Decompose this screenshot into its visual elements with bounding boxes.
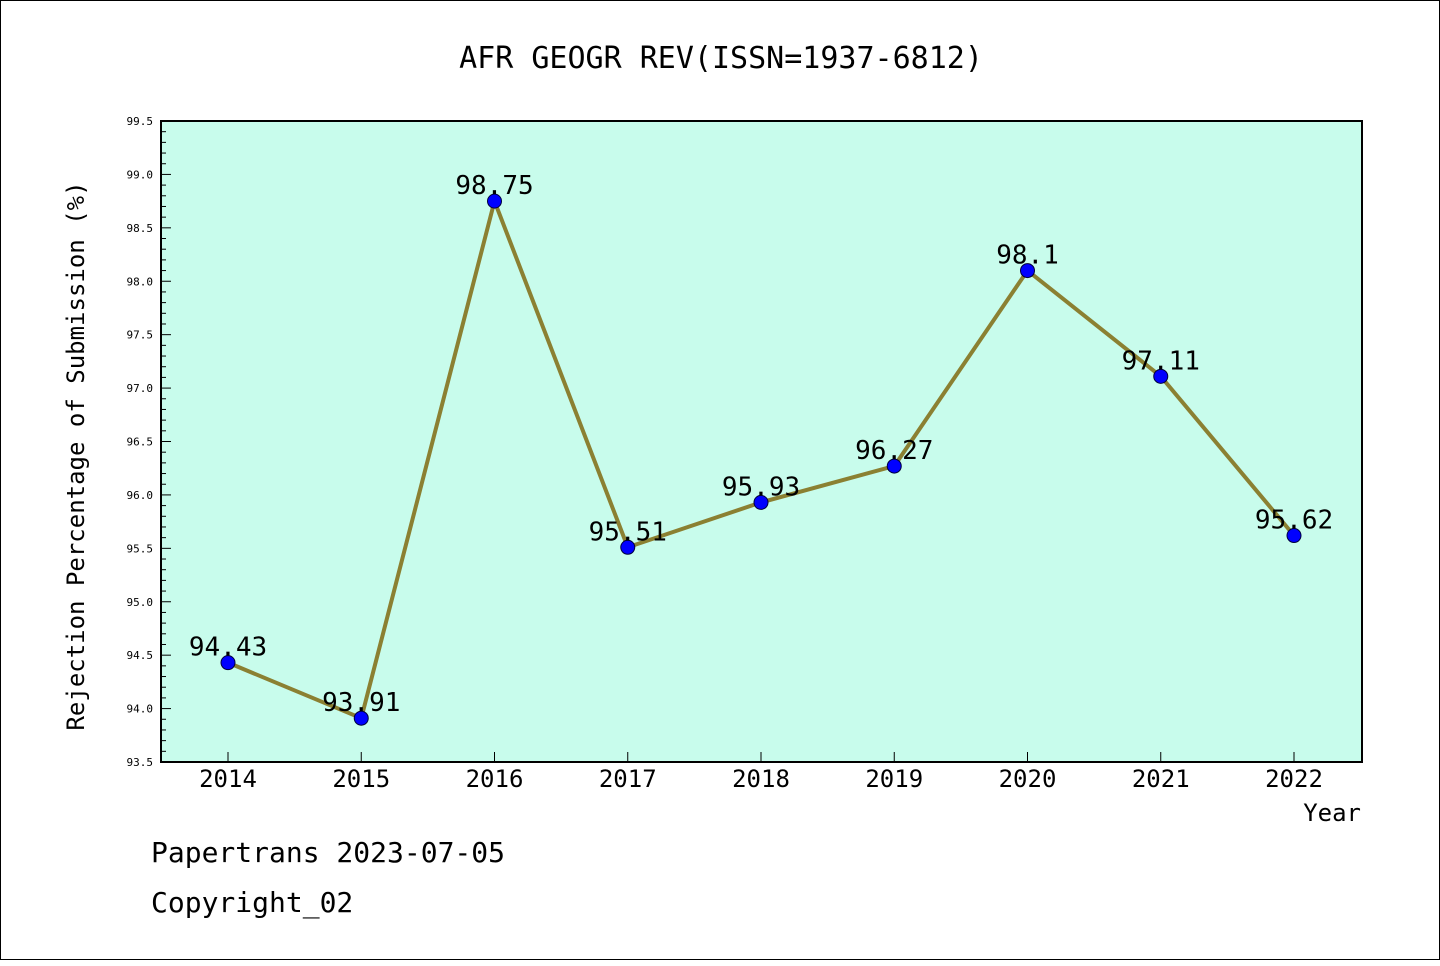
y-axis-label: Rejection Percentage of Submission (%): [62, 181, 90, 730]
data-label: 95.62: [1255, 506, 1333, 536]
x-tick-label: 2019: [865, 765, 923, 793]
y-tick-label: 96.5: [127, 436, 154, 449]
y-tick-label: 97.0: [127, 382, 154, 395]
footer-copyright: Copyright_02: [151, 886, 354, 919]
x-tick-label: 2017: [599, 765, 657, 793]
plot-area: [160, 120, 1363, 763]
x-tick-label: 2015: [332, 765, 390, 793]
y-tick-label: 96.0: [127, 489, 154, 502]
y-axis: 93.5 94.0 94.5 95.0 95.5 96.0 96.5 97.0 97.5 98.0…: [127, 115, 171, 769]
y-tick-label: 98.0: [127, 275, 154, 288]
data-label: 98.75: [455, 171, 533, 201]
y-tick-label: 95.5: [127, 542, 154, 555]
x-tick-label: 2016: [466, 765, 524, 793]
data-point: [1153, 368, 1169, 384]
y-tick-label: 99.5: [127, 115, 154, 128]
data-label: 95.51: [589, 517, 667, 547]
data-label: 95.93: [722, 472, 800, 502]
data-point: [487, 193, 502, 209]
data-label: 93.91: [322, 688, 400, 718]
x-tick-label: 2020: [999, 765, 1057, 793]
x-tick-label: 2021: [1132, 765, 1190, 793]
y-tick-label: 94.0: [127, 703, 154, 716]
data-labels: 94.43 93.91 98.75 95.51 95.93 96.27 98.1 97.11 9…: [189, 171, 1333, 718]
y-tick-label: 97.5: [127, 329, 154, 342]
footer-date: Papertrans 2023-07-05: [151, 836, 506, 869]
data-point: [353, 710, 369, 726]
data-label: 97.11: [1122, 346, 1200, 376]
y-tick-label: 98.5: [127, 222, 154, 235]
data-point: [886, 458, 902, 474]
y-tick-label: 93.5: [127, 756, 154, 769]
chart-title: AFR GEOGR REV(ISSN=1937-6812): [459, 41, 983, 76]
y-tick-label: 95.0: [127, 596, 154, 609]
x-tick-label: 2014: [199, 765, 257, 793]
data-label: 96.27: [855, 436, 933, 466]
data-label: 94.43: [189, 633, 267, 663]
x-axis-label: Year: [1303, 799, 1361, 827]
x-axis: 2014 2015 2016 2017 2018 2019 2020 2021 2022: [199, 752, 1323, 793]
data-point: [620, 539, 636, 555]
data-point: [753, 494, 769, 510]
data-point: [1020, 263, 1035, 279]
data-label: 98.1: [996, 241, 1059, 271]
data-point: [220, 655, 236, 671]
y-tick-label: 94.5: [127, 649, 154, 662]
data-points: [220, 193, 1302, 726]
data-point: [1286, 528, 1302, 544]
x-tick-label: 2022: [1265, 765, 1323, 793]
x-tick-label: 2018: [732, 765, 790, 793]
y-tick-label: 99.0: [127, 168, 154, 181]
